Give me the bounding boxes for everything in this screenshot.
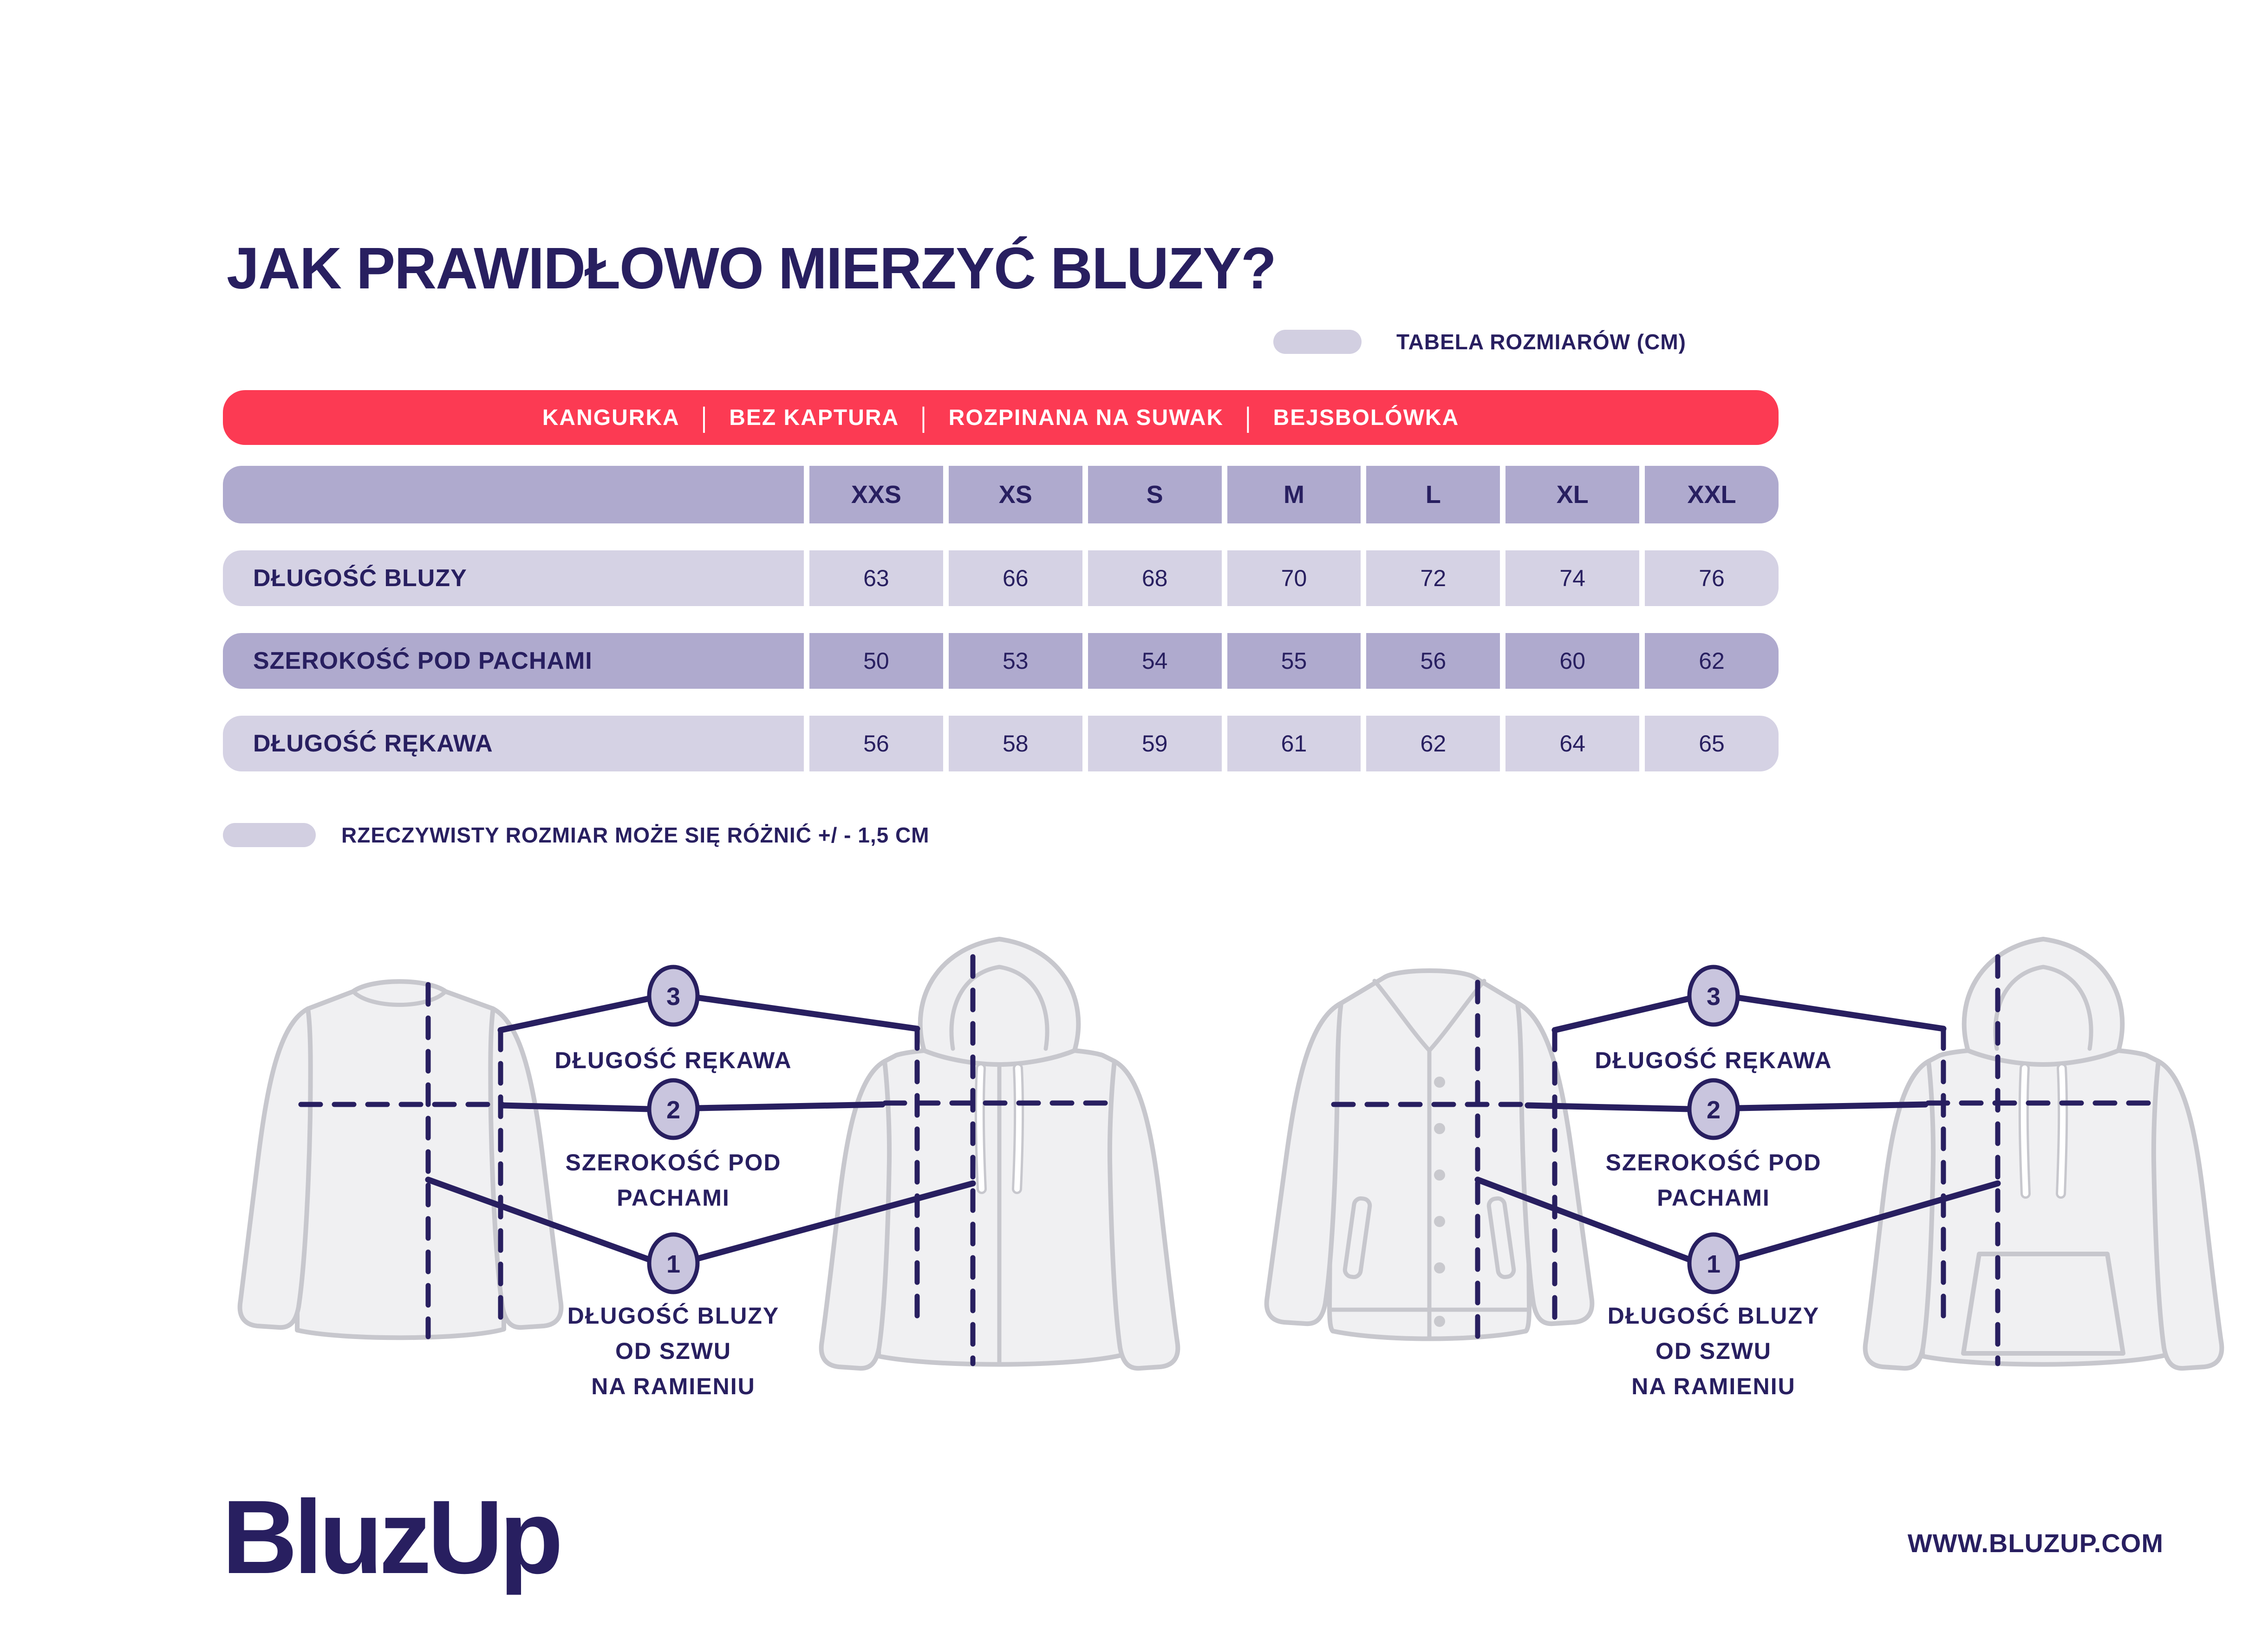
measure-badge-1 bbox=[1687, 1232, 1740, 1294]
tolerance-note-text: RZECZYWISTY ROZMIAR MOŻE SIĘ RÓŻNIĆ +/ -… bbox=[341, 823, 930, 847]
table-row-sleeve: DŁUGOŚĆ RĘKAWA 56 58 59 61 62 64 65 bbox=[223, 716, 1779, 771]
table-corner-cell bbox=[223, 466, 804, 523]
measure-badge-3 bbox=[1687, 965, 1740, 1027]
badge-number: 3 bbox=[666, 983, 680, 1011]
measure-label-length: NA RAMIENIU bbox=[1631, 1373, 1795, 1399]
table-cell: 50 bbox=[809, 633, 943, 689]
category-item: BEJSBOLÓWKA bbox=[1273, 405, 1460, 430]
size-table-caption: TABELA ROZMIARÓW (CM) bbox=[1273, 328, 1779, 356]
column-header-m: M bbox=[1227, 466, 1361, 523]
measure-label-sleeve: DŁUGOŚĆ RĘKAWA bbox=[1595, 1047, 1832, 1073]
zip-hoodie-icon bbox=[819, 937, 1180, 1371]
category-item: ROZPINANA NA SUWAK bbox=[948, 405, 1224, 430]
table-cell: 54 bbox=[1088, 633, 1222, 689]
table-cell: 56 bbox=[809, 716, 943, 771]
table-cell: 59 bbox=[1088, 716, 1222, 771]
connector-line bbox=[499, 1101, 886, 1112]
column-header-xs: XS bbox=[948, 466, 1082, 523]
measure-badge-2 bbox=[1687, 1078, 1740, 1140]
measure-label-width: PACHAMI bbox=[617, 1185, 730, 1211]
badge-number: 2 bbox=[1707, 1096, 1721, 1124]
size-table-caption-label: TABELA ROZMIARÓW (CM) bbox=[1396, 330, 1686, 354]
table-cell: 76 bbox=[1645, 550, 1779, 606]
column-header-xxs: XXS bbox=[809, 466, 943, 523]
table-row-width: SZEROKOŚĆ POD PACHAMI 50 53 54 55 56 60 … bbox=[223, 633, 1779, 689]
category-separator: | bbox=[701, 402, 708, 433]
website-url: WWW.BLUZUP.COM bbox=[1907, 1528, 2164, 1558]
table-cell: 62 bbox=[1366, 716, 1500, 771]
note-pill-decoration bbox=[223, 823, 316, 847]
connector-line bbox=[497, 994, 920, 1033]
measure-label-length: OD SZWU bbox=[615, 1338, 731, 1364]
measure-label-width: SZEROKOŚĆ POD bbox=[1606, 1149, 1822, 1175]
connector-line bbox=[1551, 994, 1947, 1033]
measure-badge-2 bbox=[647, 1078, 700, 1140]
table-cell: 66 bbox=[948, 550, 1082, 606]
table-cell: 65 bbox=[1645, 716, 1779, 771]
measure-label-length: DŁUGOŚĆ BLUZY bbox=[1608, 1303, 1820, 1329]
table-row-length: DŁUGOŚĆ BLUZY 63 66 68 70 72 74 76 bbox=[223, 550, 1779, 606]
badge-number: 3 bbox=[1707, 983, 1721, 1011]
brand-logo: BluzUp bbox=[222, 1478, 563, 1595]
category-item: KANGURKA bbox=[542, 405, 680, 430]
column-header-l: L bbox=[1366, 466, 1500, 523]
tolerance-note: RZECZYWISTY ROZMIAR MOŻE SIĘ RÓŻNIĆ +/ -… bbox=[223, 821, 1337, 849]
row-label: DŁUGOŚĆ BLUZY bbox=[223, 550, 804, 606]
table-cell: 63 bbox=[809, 550, 943, 606]
category-banner: KANGURKA | BEZ KAPTURA | ROZPINANA NA SU… bbox=[223, 390, 1779, 445]
table-cell: 56 bbox=[1366, 633, 1500, 689]
measurement-diagram: 3 2 1 DŁUGOŚĆ RĘKAWA SZEROKOŚĆ POD PACHA… bbox=[237, 937, 2224, 1399]
table-cell: 60 bbox=[1505, 633, 1640, 689]
category-separator: | bbox=[920, 402, 927, 433]
table-cell: 72 bbox=[1366, 550, 1500, 606]
table-cell: 68 bbox=[1088, 550, 1222, 606]
measure-label-length: DŁUGOŚĆ BLUZY bbox=[567, 1303, 780, 1329]
measure-badge-1 bbox=[647, 1232, 700, 1294]
page-title: JAK PRAWIDŁOWO MIERZYĆ BLUZY? bbox=[227, 235, 1277, 301]
badge-number: 1 bbox=[666, 1250, 680, 1278]
connector-line bbox=[1525, 1101, 1929, 1112]
pullover-hoodie-icon bbox=[1863, 937, 2224, 1371]
table-cell: 61 bbox=[1227, 716, 1361, 771]
connector-line bbox=[1474, 1176, 2001, 1263]
measure-label-sleeve: DŁUGOŚĆ RĘKAWA bbox=[554, 1047, 792, 1073]
measure-label-width: SZEROKOŚĆ POD bbox=[566, 1149, 782, 1175]
column-header-xxl: XXL bbox=[1645, 466, 1779, 523]
badge-number: 1 bbox=[1707, 1250, 1721, 1278]
column-header-s: S bbox=[1088, 466, 1222, 523]
row-label: DŁUGOŚĆ RĘKAWA bbox=[223, 716, 804, 771]
table-cell: 70 bbox=[1227, 550, 1361, 606]
category-separator: | bbox=[1245, 402, 1252, 433]
table-cell: 53 bbox=[948, 633, 1082, 689]
baseball-jacket-icon bbox=[1264, 968, 1595, 1341]
measure-label-length: NA RAMIENIU bbox=[591, 1373, 755, 1399]
table-cell: 62 bbox=[1645, 633, 1779, 689]
measure-label-width: PACHAMI bbox=[1657, 1185, 1770, 1211]
table-cell: 64 bbox=[1505, 716, 1640, 771]
table-cell: 74 bbox=[1505, 550, 1640, 606]
measure-label-length: OD SZWU bbox=[1655, 1338, 1772, 1364]
column-header-xl: XL bbox=[1505, 466, 1640, 523]
size-table-header-row: XXS XS S M L XL XXL bbox=[223, 466, 1779, 523]
connector-line bbox=[425, 1176, 976, 1263]
table-cell: 58 bbox=[948, 716, 1082, 771]
category-item: BEZ KAPTURA bbox=[729, 405, 899, 430]
row-label: SZEROKOŚĆ POD PACHAMI bbox=[223, 633, 804, 689]
measure-badge-3 bbox=[647, 965, 700, 1027]
crewneck-sweatshirt-icon bbox=[237, 979, 564, 1340]
badge-number: 2 bbox=[666, 1096, 680, 1124]
table-cell: 55 bbox=[1227, 633, 1361, 689]
caption-pill-decoration bbox=[1273, 330, 1362, 354]
